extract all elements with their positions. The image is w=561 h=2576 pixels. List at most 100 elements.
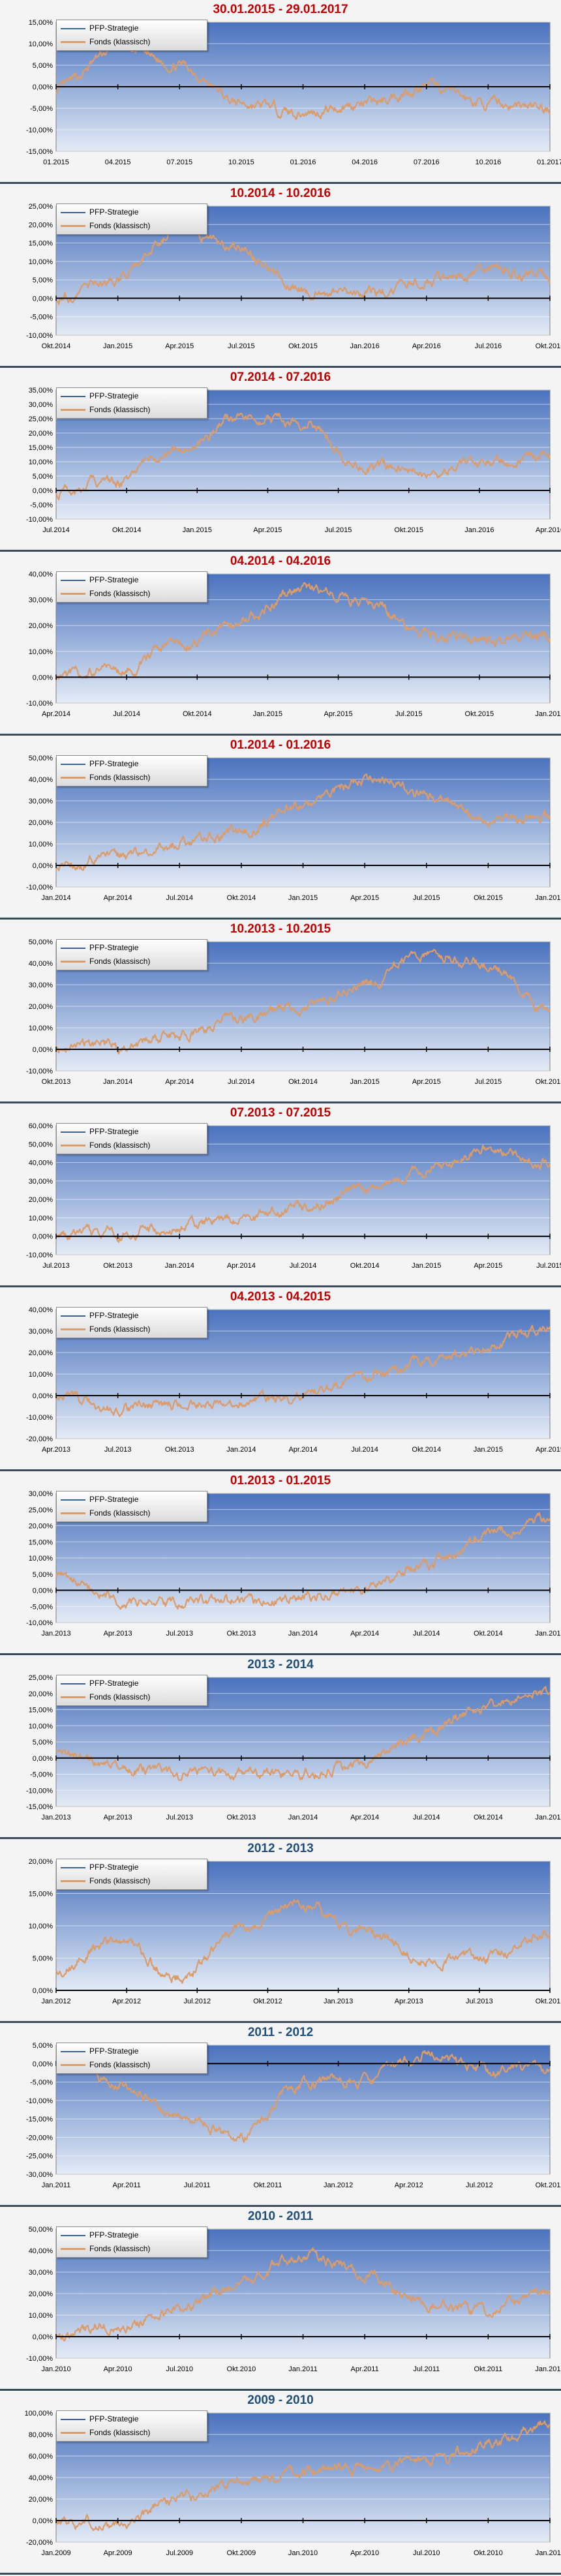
legend-entry: PFP-Strategie (61, 573, 138, 586)
x-tick-label: Jan.2015 (253, 710, 282, 718)
chart-panel: 04.2014 - 04.2016 40,00% 30,00% 20,00% 10,00… (0, 552, 561, 736)
x-tick-label: Apr.2014 (165, 1078, 194, 1086)
legend-entry: Fonds (klassisch) (61, 1874, 150, 1887)
chart-panel: 10.2014 - 10.2016 25,00% 20,00% 15,00% 10,00… (0, 184, 561, 368)
legend-swatch (61, 1499, 85, 1501)
y-tick-label: 20,00% (29, 430, 53, 438)
x-tick-label: Jul.2014 (290, 1262, 317, 1270)
chart-title: 07.2014 - 07.2016 (230, 370, 331, 384)
y-tick-label: -15,00% (26, 148, 53, 156)
y-tick-label: 30,00% (29, 1178, 53, 1186)
legend-label: Fonds (klassisch) (89, 773, 151, 782)
y-tick-label: 10,00% (29, 1214, 53, 1222)
x-tick-label: Apr.2014 (350, 1814, 379, 1821)
chart-panel: 2010 - 2011 50,00% 40,00% 30,00% 20,00% 10,00… (0, 2207, 561, 2391)
x-tick-label: Jul.2015 (395, 710, 423, 718)
legend-entry: PFP-Strategie (61, 2044, 138, 2058)
y-tick-label: -10,00% (26, 332, 53, 340)
legend-entry: PFP-Strategie (61, 1309, 138, 1322)
legend-entry: Fonds (klassisch) (61, 2426, 150, 2439)
chart-title: 2010 - 2011 (247, 2209, 314, 2223)
x-tick-label: Jan.2016 (350, 342, 379, 350)
x-tick-label: Okt.2013 (536, 1998, 561, 2005)
chart-panel: 30.01.2015 - 29.01.2017 15,00% 10,00% 5,00%… (0, 0, 561, 184)
y-tick-label: 20,00% (29, 1349, 53, 1357)
y-tick-label: 10,00% (29, 1025, 53, 1032)
y-tick-label: -10,00% (26, 1787, 53, 1795)
y-tick-label: 0,00% (33, 2333, 53, 2341)
legend-label: Fonds (klassisch) (89, 2060, 151, 2069)
y-tick-label: 5,00% (33, 277, 53, 284)
y-tick-label: 15,00% (29, 19, 53, 27)
x-tick-label: Jul.2012 (183, 1998, 211, 2005)
y-tick-label: -10,00% (26, 127, 53, 134)
y-tick-label: -5,00% (30, 1603, 53, 1611)
y-tick-label: 50,00% (29, 755, 53, 762)
y-tick-label: -10,00% (26, 1414, 53, 1422)
x-tick-label: Jul.2016 (475, 342, 502, 350)
x-tick-label: 10.2015 (228, 158, 254, 166)
y-tick-label: 10,00% (29, 841, 53, 848)
y-tick-label: -30,00% (26, 2171, 53, 2179)
y-tick-label: 0,00% (33, 2517, 53, 2525)
x-tick-label: Okt.2015 (474, 894, 503, 902)
x-tick-label: Jul.2015 (228, 342, 255, 350)
x-tick-label: Apr.2012 (395, 2181, 423, 2189)
y-tick-label: 40,00% (29, 2247, 53, 2255)
x-tick-label: Apr.2015 (474, 1262, 502, 1270)
chart-panel: 2013 - 2014 25,00% 20,00% 15,00% 10,00% 5,00%… (0, 1655, 561, 1839)
x-tick-label: Jan.2012 (324, 2181, 353, 2189)
x-tick-label: Apr.2014 (288, 1446, 317, 1454)
legend-swatch (61, 41, 85, 44)
x-tick-label: Okt.2014 (288, 1078, 318, 1086)
x-tick-label: Jan.2012 (41, 1998, 70, 2005)
y-tick-label: 40,00% (29, 960, 53, 968)
y-tick-label: 20,00% (29, 819, 53, 827)
y-tick-label: 5,00% (33, 62, 53, 70)
y-tick-label: 0,00% (33, 862, 53, 870)
legend-swatch (61, 2418, 85, 2420)
y-tick-label: -5,00% (30, 1771, 53, 1779)
x-tick-label: Jan.2015 (103, 342, 132, 350)
y-tick-label: 30,00% (29, 798, 53, 805)
y-tick-label: -15,00% (26, 2116, 53, 2123)
y-tick-label: -10,00% (26, 700, 53, 708)
legend-entry: PFP-Strategie (61, 757, 138, 770)
legend: PFP-Strategie Fonds (klassisch) (56, 2226, 207, 2258)
legend: PFP-Strategie Fonds (klassisch) (56, 20, 207, 51)
y-tick-label: 15,00% (29, 1538, 53, 1546)
chart-title: 01.2014 - 01.2016 (230, 738, 331, 752)
x-tick-label: Apr.2009 (104, 2549, 132, 2557)
legend-entry: PFP-Strategie (61, 2412, 138, 2425)
legend-label: PFP-Strategie (89, 1495, 139, 1504)
x-tick-label: Jan.2016 (535, 710, 561, 718)
y-tick-label: 5,00% (33, 473, 53, 481)
x-tick-label: Jul.2012 (466, 2181, 493, 2189)
x-tick-label: Okt.2015 (536, 1078, 561, 1086)
y-tick-label: 15,00% (29, 1707, 53, 1715)
legend: PFP-Strategie Fonds (klassisch) (56, 1307, 207, 1338)
x-tick-label: Apr.2013 (104, 1630, 132, 1638)
y-tick-label: 20,00% (29, 2290, 53, 2298)
legend-entry: Fonds (klassisch) (61, 403, 150, 416)
legend-label: PFP-Strategie (89, 759, 139, 768)
y-tick-label: 100,00% (25, 2410, 53, 2418)
legend-label: PFP-Strategie (89, 23, 139, 33)
x-tick-label: Jan.2014 (165, 1262, 194, 1270)
x-tick-label: Jan.2015 (412, 1262, 441, 1270)
y-tick-label: 30,00% (29, 597, 53, 605)
x-tick-label: 04.2015 (105, 158, 131, 166)
y-tick-label: 25,00% (29, 415, 53, 423)
x-tick-label: Okt.2013 (227, 1814, 256, 1821)
x-tick-label: Okt.2013 (42, 1078, 71, 1086)
x-tick-label: Jul.2014 (413, 1630, 440, 1638)
y-tick-label: 10,00% (29, 2312, 53, 2320)
y-tick-label: 15,00% (29, 240, 53, 248)
legend-label: PFP-Strategie (89, 943, 139, 952)
legend: PFP-Strategie Fonds (klassisch) (56, 939, 207, 970)
y-tick-label: 10,00% (29, 458, 53, 466)
x-tick-label: Jan.2015 (350, 1078, 379, 1086)
x-tick-label: Jul.2014 (113, 710, 140, 718)
legend-swatch (61, 2064, 85, 2067)
